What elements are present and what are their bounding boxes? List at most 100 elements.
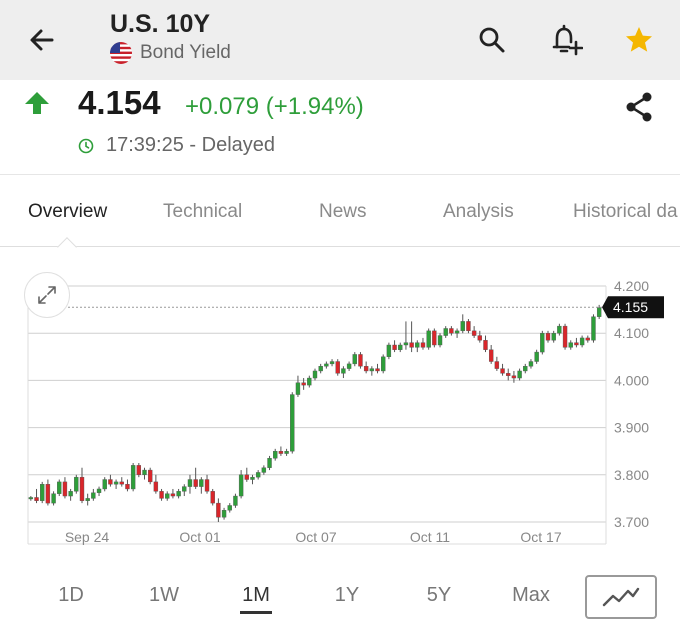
candle-body [381,356,386,372]
range-max[interactable]: Max [512,584,550,606]
instrument-subtitle: Bond Yield [110,42,231,64]
tab-news[interactable]: News [319,201,367,222]
us-flag-icon [110,42,132,64]
tab-overview[interactable]: Overview [28,201,108,222]
candle-body [233,495,238,506]
x-tick-label: Sep 24 [65,529,110,545]
candle-body [591,316,596,341]
candle-body [312,370,318,379]
candle-body [28,497,34,500]
x-tick-label: Oct 01 [179,529,220,545]
candle-body [45,484,51,504]
candle-body [358,354,363,367]
star-icon[interactable] [619,20,659,60]
candle-body [540,332,545,353]
candle-body [301,382,306,386]
y-tick-label: 4.000 [614,372,649,388]
candle-body [341,368,346,374]
candle-body [562,325,568,348]
candle-body [568,342,573,348]
candle-body [574,342,579,346]
candle-body [199,479,204,487]
candle-body [284,450,289,454]
candle-body [449,328,454,334]
candle-body [454,330,460,334]
candle-body [290,394,295,452]
candle-body [227,505,232,511]
candle-body [528,361,534,367]
candle-body [176,491,181,497]
quote-time: 17:39:25 - Delayed [78,134,275,157]
candle-body [352,354,357,365]
candle-body [102,479,107,490]
candle-body [409,342,414,348]
candle-body [216,502,221,518]
share-icon[interactable] [622,90,656,124]
candle-body [585,337,590,341]
candle-body [159,491,164,499]
search-icon[interactable] [472,20,512,60]
last-price: 4.154 [78,84,161,121]
y-tick-label: 3.700 [614,514,649,530]
subtitle-text: Bond Yield [140,42,231,63]
candle-body [426,330,431,348]
back-arrow-icon[interactable] [24,22,60,58]
candle-body [415,342,420,348]
candle-body [335,361,340,374]
add-alert-bell-icon[interactable] [546,20,586,60]
instrument-title: U.S. 10Y [110,10,211,38]
x-tick-label: Oct 11 [410,529,450,545]
range-1d[interactable]: 1D [58,584,84,606]
candle-body [255,472,261,478]
candle-body [221,509,227,518]
top-bar: U.S. 10Y Bond Yield [0,0,680,80]
range-1y[interactable]: 1Y [334,584,360,606]
candle-body [267,458,272,468]
candle-body [204,479,210,492]
range-1m[interactable]: 1M [242,584,270,606]
clock-icon [78,138,94,154]
candle-body [119,481,124,485]
candle-body [68,491,73,497]
tab-analysis[interactable]: Analysis [443,201,514,222]
candle-body [579,337,585,346]
range-5y[interactable]: 5Y [426,584,452,606]
candle-body [244,474,249,480]
candle-body [517,370,522,379]
chart-type-button[interactable] [585,575,657,619]
active-range-indicator [240,611,272,614]
candle-body [392,344,397,350]
divider [0,174,680,175]
x-tick-label: Oct 17 [520,529,561,545]
range-1w[interactable]: 1W [149,584,179,606]
tab-historical-data[interactable]: Historical da [573,201,678,222]
current-price-badge-pointer [602,296,608,319]
candle-body [534,351,539,362]
candle-body [170,493,176,497]
candle-body [369,368,375,372]
candle-body [62,481,68,497]
candle-body [57,481,62,494]
candle-body [261,467,267,473]
candle-body [165,493,170,499]
y-tick-label: 4.100 [614,325,649,341]
candle-body [187,479,193,487]
candle-body [420,342,426,348]
candle-body [506,373,511,376]
section-tabs: Overview Technical News Analysis Histori… [0,175,680,247]
price-chart[interactable]: 4.200 4.100 4.000 3.900 3.800 3.700 4.155 Sep 2… [0,262,680,552]
candle-body [108,479,113,485]
line-chart-icon [602,587,640,607]
expand-chart-button[interactable] [24,272,70,318]
candle-body [483,340,488,350]
tab-technical[interactable]: Technical [163,201,243,222]
candle-body [346,363,352,369]
time-range-selector: 1D 1W 1M 1Y 5Y Max [0,568,680,628]
candle-body [79,476,85,501]
candle-body [523,366,528,372]
candle-body [545,332,551,341]
candle-body [596,307,602,317]
candle-body [557,325,562,334]
candle-body [386,344,392,358]
candle-body [147,469,153,483]
